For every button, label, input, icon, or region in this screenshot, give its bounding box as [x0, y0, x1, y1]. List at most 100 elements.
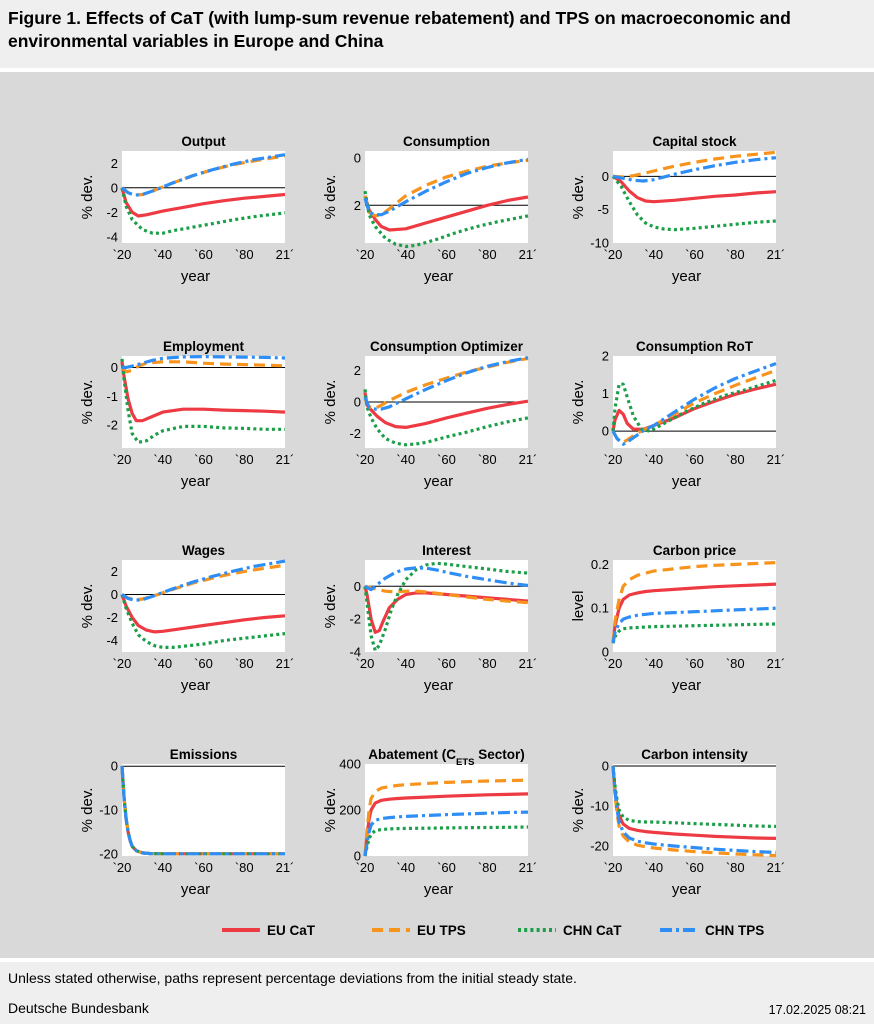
y-tick-label: -10 — [99, 803, 118, 818]
x-tick-label: `40 — [644, 452, 663, 467]
x-axis-label: year — [672, 268, 701, 285]
x-tick-label: `40 — [644, 860, 663, 875]
series-line-chn-tps — [363, 810, 529, 857]
y-axis-label: % dev. — [79, 584, 96, 629]
x-tick-label: `20 — [356, 860, 375, 875]
series-line-eu-cat — [120, 187, 286, 218]
x-tick-label: `80 — [726, 452, 745, 467]
series-line-chn-cat — [611, 175, 777, 232]
figure-title: Figure 1. Effects of CaT (with lump-sum … — [8, 8, 791, 51]
x-tick-label: `40 — [396, 860, 415, 875]
x-tick-label: 21´ — [767, 860, 786, 875]
y-tick-label: -10 — [590, 799, 609, 814]
x-tick-label: 21´ — [276, 860, 295, 875]
panel-consumption: Consumption 0 2 `20 `40 `60 `80 21´ year % dev. — [322, 134, 537, 285]
x-axis-label: year — [672, 473, 701, 490]
y-tick-label: 0.2 — [591, 557, 609, 572]
x-tick-label: `80 — [726, 860, 745, 875]
x-tick-label: `40 — [396, 247, 415, 262]
y-tick-label: -2 — [106, 418, 118, 433]
y-tick-label: 0 — [111, 360, 118, 375]
series-line-eu-cat — [120, 361, 286, 423]
series-line-chn-cat — [611, 622, 777, 644]
x-tick-label: `60 — [194, 452, 213, 467]
legend-label: EU CaT — [267, 923, 316, 938]
y-tick-label: 0 — [602, 424, 609, 439]
x-tick-label: `40 — [644, 247, 663, 262]
panel-carbon-intensity: Carbon intensity 0 -10 -20 `20 `40 `60 `80 21´ ye… — [570, 747, 785, 898]
x-tick-label: `20 — [356, 452, 375, 467]
series-line-chn-tps — [122, 355, 286, 370]
panel-title: Carbon price — [653, 543, 737, 558]
series-line-chn-cat — [611, 378, 777, 433]
x-tick-label: `20 — [604, 860, 623, 875]
x-tick-label: `60 — [437, 452, 456, 467]
y-tick-label: 2 — [111, 564, 118, 579]
x-tick-label: `80 — [235, 860, 254, 875]
x-tick-label: `20 — [113, 656, 132, 671]
panel-output: Output 2 0 -2 -4 `20 `40 `60 `80 21´ year % dev. — [79, 134, 294, 285]
series-line-eu-tps — [364, 584, 529, 605]
x-axis-label: year — [672, 677, 701, 694]
series-line-chn-tps — [611, 606, 777, 644]
plot-area — [365, 764, 528, 856]
legend: EU CaT EU TPS CHN CaT CHN TPS — [222, 923, 764, 938]
y-tick-label: -5 — [597, 202, 609, 217]
y-tick-label: 0 — [602, 645, 609, 660]
panel-consumption-rot: Consumption RoT 2 1 0 `20 `40 `60 `80 21´ year % d… — [570, 339, 785, 490]
plot-area — [613, 764, 776, 856]
panel-title: Output — [181, 134, 226, 149]
panel-title-end: Sector) — [474, 747, 524, 762]
y-axis-label: % dev. — [79, 380, 96, 425]
x-tick-label: 21´ — [767, 656, 786, 671]
y-tick-label: 2 — [111, 156, 118, 171]
series-line-chn-tps — [611, 361, 777, 446]
series-line-eu-cat — [612, 174, 777, 204]
y-tick-label: 0 — [354, 151, 361, 166]
series-line-chn-tps — [121, 559, 286, 602]
panel-title: Wages — [182, 543, 225, 558]
footer-band: Unless stated otherwise, paths represent… — [0, 962, 874, 1024]
y-tick-label: -4 — [106, 633, 118, 648]
x-tick-label: `80 — [235, 452, 254, 467]
series-line-chn-cat — [120, 187, 286, 235]
y-tick-label: 0 — [111, 180, 118, 195]
x-tick-label: `80 — [726, 656, 745, 671]
y-tick-label: 0.1 — [591, 601, 609, 616]
y-tick-label: 200 — [339, 803, 361, 818]
series-line-chn-cat — [363, 825, 529, 857]
panel-title: Consumption — [403, 134, 490, 149]
x-tick-label: 21´ — [276, 247, 295, 262]
x-tick-label: `40 — [396, 656, 415, 671]
y-tick-label: -2 — [349, 426, 361, 441]
x-tick-label: `20 — [113, 247, 132, 262]
panel-title-subscript: ETS — [456, 757, 474, 768]
x-tick-label: `60 — [194, 247, 213, 262]
x-tick-label: `40 — [153, 452, 172, 467]
series-line-eu-cat — [611, 582, 777, 644]
x-tick-label: `20 — [113, 452, 132, 467]
series-line-chn-tps — [363, 356, 529, 411]
x-tick-label: `60 — [437, 656, 456, 671]
legend-label: CHN TPS — [705, 923, 764, 938]
x-tick-label: `80 — [726, 247, 745, 262]
series-line-chn-cat — [120, 358, 285, 444]
y-tick-label: -4 — [106, 229, 118, 244]
x-tick-label: `20 — [113, 860, 132, 875]
series-line-chn-cat — [611, 765, 777, 828]
x-axis-label: year — [424, 881, 453, 898]
x-tick-label: `20 — [356, 247, 375, 262]
y-axis-label: % dev. — [322, 788, 339, 833]
series-line-chn-cat — [120, 594, 286, 650]
series-line-eu-cat — [363, 585, 529, 634]
panel-title: Consumption RoT — [636, 339, 754, 354]
y-tick-label: -10 — [590, 236, 609, 251]
x-tick-label: `80 — [478, 452, 497, 467]
y-axis-label: % dev. — [570, 175, 587, 220]
plot-area — [122, 356, 285, 448]
source-label: Deutsche Bundesbank — [8, 1000, 149, 1016]
series-line-eu-tps — [611, 561, 777, 644]
y-axis-label: % dev. — [322, 584, 339, 629]
panel-title: Capital stock — [652, 134, 737, 149]
